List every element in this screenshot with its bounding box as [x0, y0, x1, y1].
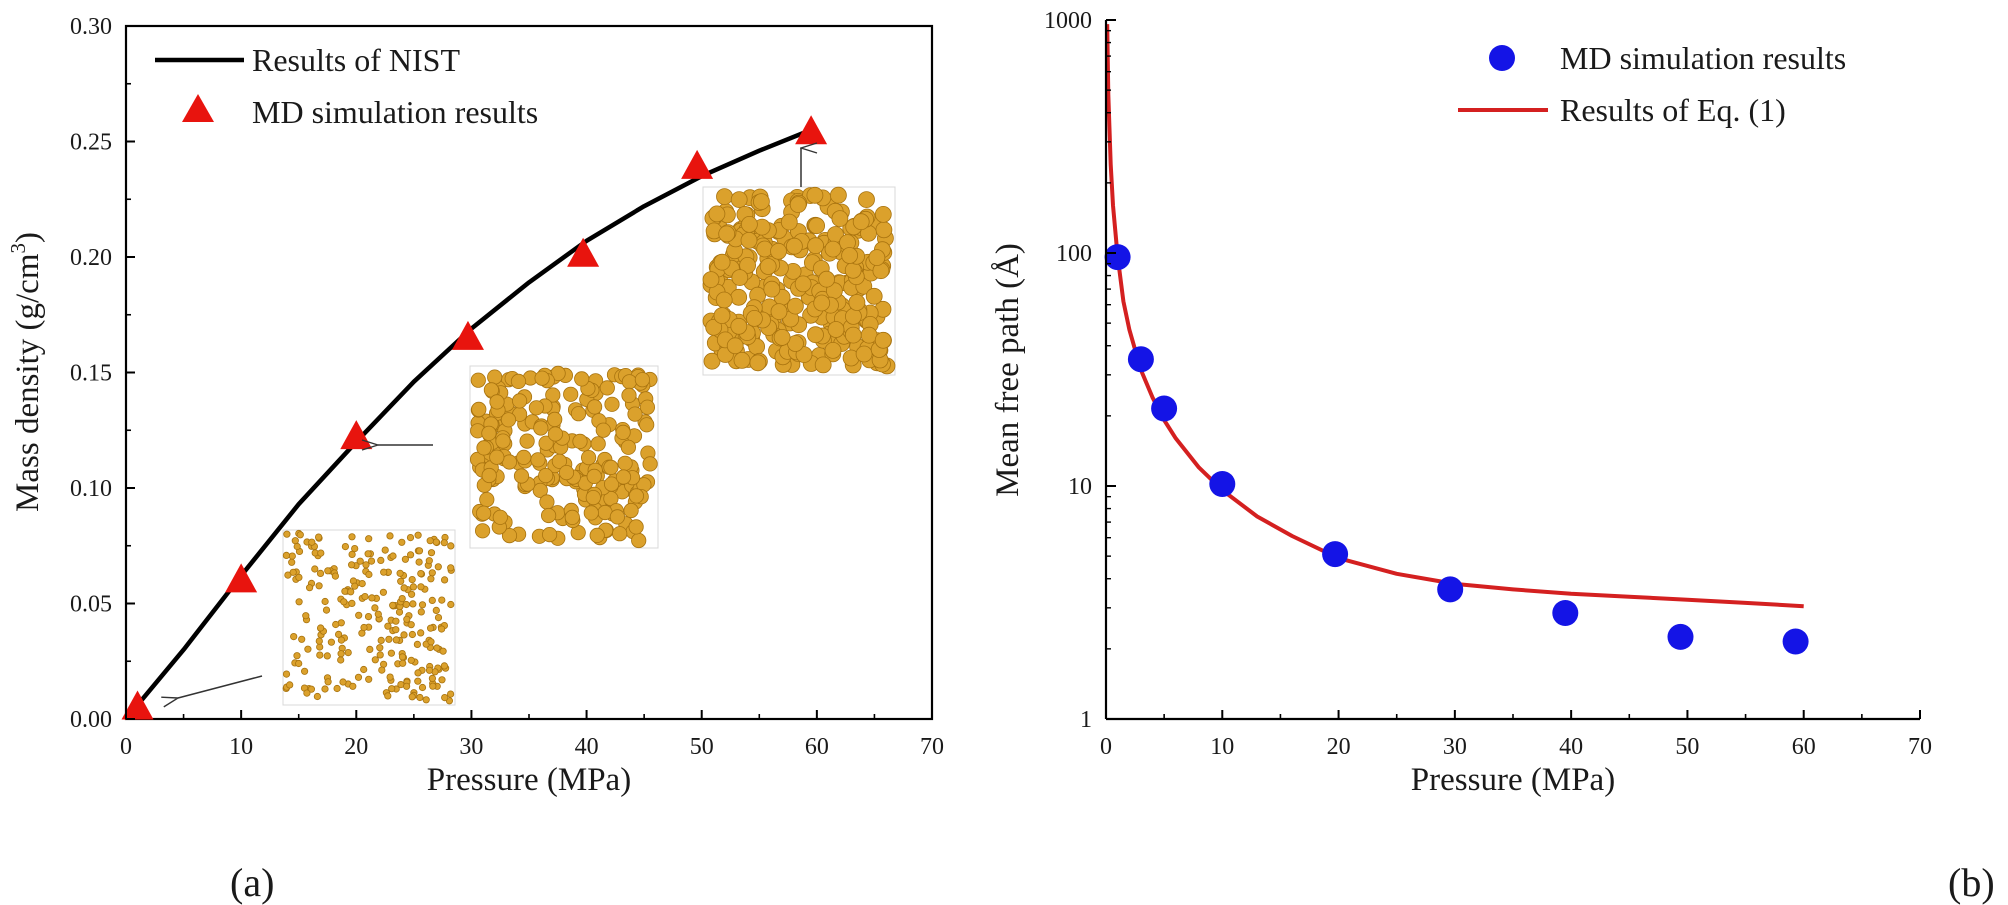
data-point-circle [1209, 471, 1236, 497]
y-axis-title-a-text: Mass density (g/cm [10, 253, 46, 512]
y-axis-title-b: Mean free path (Å) [989, 243, 1026, 497]
x-tick-label-b: 20 [1327, 734, 1351, 760]
data-point-circle [1437, 576, 1464, 603]
y-tick-label-a: 0.05 [70, 592, 112, 618]
x-tick-label-b: 70 [1908, 734, 1932, 760]
panel-label-a: (a) [230, 860, 274, 905]
x-tick-label-a: 50 [690, 734, 714, 760]
y-tick-label-a: 0.10 [70, 476, 112, 502]
y-axis-a: 0.00 0.05 0.10 0.15 0.20 0.25 0.30 [70, 14, 135, 733]
legend-a-label-md: MD simulation results [252, 94, 538, 130]
y-tick-label-a: 0.00 [70, 707, 112, 733]
x-axis-b: 0 10 20 30 40 50 60 70 [1100, 710, 1932, 760]
panel-label-b: (b) [1948, 860, 1995, 905]
data-point-triangle [340, 420, 373, 450]
legend-b: MD simulation results Results of Eq. (1) [1458, 40, 1846, 128]
y-tick-label-a: 0.25 [70, 130, 112, 156]
y-axis-title-a-close: ) [10, 232, 46, 243]
x-tick-label-b: 10 [1210, 734, 1234, 760]
x-tick-label-b: 0 [1100, 734, 1112, 760]
x-tick-label-b: 30 [1443, 734, 1467, 760]
x-tick-label-a: 10 [229, 734, 253, 760]
snapshot-60mpa [702, 186, 896, 376]
legend-b-circle-swatch [1489, 45, 1515, 71]
data-point-circle [1552, 600, 1579, 626]
x-tick-label-a: 70 [920, 734, 944, 760]
chart-panel-b: 0 10 20 30 40 50 60 70 1 10 100 1000 Pressure (MPa… [989, 8, 1932, 798]
y-axis-b: 1 10 100 1000 [1044, 8, 1116, 733]
snapshot-low-pressure [282, 529, 456, 706]
x-tick-label-b: 50 [1675, 734, 1699, 760]
x-axis-title-a: Pressure (MPa) [427, 762, 631, 798]
x-tick-label-a: 40 [575, 734, 599, 760]
x-tick-label-a: 30 [459, 734, 483, 760]
data-point-triangle [451, 320, 484, 350]
snapshot-20mpa [469, 365, 659, 549]
data-point-circle [1127, 346, 1154, 373]
chart-panel-a: 0 10 20 30 40 50 60 70 0.00 0.05 0.10 0.15 0.20 0.25… [6, 14, 944, 798]
data-point-circle [1782, 628, 1809, 655]
legend-a-triangle-swatch [182, 94, 214, 122]
arrow-to-low-pressure [178, 675, 263, 698]
x-tick-label-a: 60 [805, 734, 829, 760]
data-point-circle [1667, 623, 1694, 650]
data-point-circle [1151, 395, 1178, 422]
legend-a-label-nist: Results of NIST [252, 42, 460, 78]
data-point-triangle [567, 237, 600, 267]
series-markers-md-circles [1104, 244, 1809, 655]
data-point-triangle [225, 563, 258, 593]
y-axis-title-a: Mass density (g/cm3) [6, 232, 46, 512]
data-point-triangle [681, 149, 714, 179]
x-tick-label-a: 0 [120, 734, 132, 760]
x-tick-label-b: 40 [1559, 734, 1583, 760]
y-tick-label-b: 10 [1068, 474, 1092, 500]
x-axis-title-b: Pressure (MPa) [1411, 762, 1615, 798]
x-tick-label-b: 60 [1792, 734, 1816, 760]
data-point-triangle [121, 690, 154, 720]
x-axis-a: 0 10 20 30 40 50 60 70 [120, 710, 944, 760]
y-axis-title-a-sup: 3 [6, 243, 30, 254]
y-tick-label-b: 100 [1056, 241, 1092, 267]
y-tick-label-a: 0.20 [70, 245, 112, 271]
legend-b-label-eq1: Results of Eq. (1) [1560, 92, 1786, 128]
series-markers-md-triangles [121, 115, 828, 720]
data-point-triangle [795, 115, 828, 145]
y-tick-label-b: 1 [1080, 707, 1092, 733]
y-tick-label-b: 1000 [1044, 8, 1092, 34]
legend-b-label-md: MD simulation results [1560, 40, 1846, 76]
molecule-snapshots [282, 186, 896, 706]
x-tick-label-a: 20 [344, 734, 368, 760]
y-tick-label-a: 0.30 [70, 14, 112, 40]
data-point-circle [1322, 541, 1349, 568]
data-point-circle [1104, 244, 1131, 271]
legend-a: Results of NIST MD simulation results [155, 42, 538, 130]
y-tick-label-a: 0.15 [70, 361, 112, 387]
